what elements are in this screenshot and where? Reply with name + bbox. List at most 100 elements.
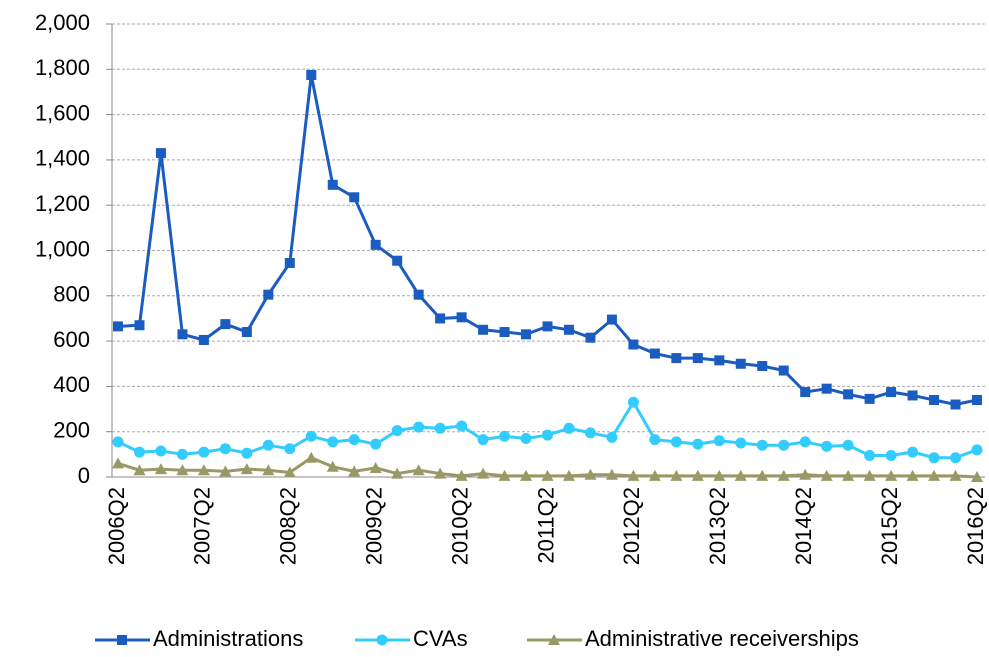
marker — [369, 461, 382, 473]
marker — [284, 443, 296, 455]
marker — [477, 434, 489, 446]
marker — [907, 446, 919, 458]
marker — [241, 327, 252, 338]
marker — [435, 313, 446, 324]
marker — [971, 471, 983, 482]
marker — [627, 396, 639, 408]
y-tick-label: 200 — [53, 418, 90, 443]
y-tick-label: 1,400 — [35, 146, 90, 171]
marker — [198, 334, 209, 345]
marker — [670, 469, 683, 481]
x-tick-label: 2013Q2 — [705, 487, 730, 565]
marker — [649, 348, 660, 359]
marker — [671, 353, 682, 364]
x-tick-label: 2009Q2 — [362, 487, 387, 565]
marker — [563, 324, 574, 335]
marker — [283, 466, 296, 478]
marker — [262, 439, 274, 451]
legend-label: Administrative receiverships — [585, 626, 859, 651]
marker — [392, 255, 403, 266]
marker — [843, 389, 854, 400]
marker — [972, 394, 982, 405]
marker — [305, 451, 318, 463]
marker — [757, 361, 768, 372]
marker — [219, 465, 232, 477]
marker — [112, 436, 124, 448]
x-tick-label: 2010Q2 — [447, 487, 472, 565]
marker — [498, 469, 511, 481]
x-tick-label: 2006Q2 — [104, 487, 129, 565]
marker — [327, 179, 338, 190]
marker — [326, 460, 339, 472]
x-tick-label: 2008Q2 — [276, 487, 301, 565]
marker — [220, 319, 231, 330]
marker — [241, 447, 253, 459]
marker — [863, 469, 876, 481]
marker — [906, 469, 919, 481]
marker — [628, 339, 639, 350]
marker — [821, 383, 832, 394]
marker — [499, 430, 511, 442]
y-tick-label: 600 — [53, 327, 90, 352]
marker — [456, 312, 467, 323]
x-tick-label: 2014Q2 — [791, 487, 816, 565]
x-tick-label: 2007Q2 — [190, 487, 215, 565]
x-tick-label: 2016Q2 — [963, 487, 988, 565]
marker — [584, 468, 597, 480]
marker — [799, 468, 812, 480]
marker — [391, 467, 404, 479]
marker — [821, 440, 833, 452]
marker — [928, 469, 941, 481]
marker — [134, 320, 145, 331]
marker — [929, 394, 940, 405]
marker — [778, 439, 790, 451]
marker — [735, 437, 747, 449]
marker — [370, 239, 381, 250]
marker — [240, 463, 253, 475]
marker — [778, 365, 789, 376]
x-tick-label: 2012Q2 — [619, 487, 644, 565]
marker — [950, 399, 961, 410]
marker — [176, 464, 189, 476]
marker — [198, 446, 210, 458]
marker — [820, 469, 833, 481]
marker — [133, 464, 146, 476]
legend-label: CVAs — [413, 626, 468, 651]
marker — [155, 148, 166, 159]
marker — [263, 289, 274, 300]
marker — [713, 469, 726, 481]
marker — [713, 435, 725, 447]
legend-label: Administrations — [153, 626, 303, 651]
marker — [563, 422, 575, 434]
marker — [585, 332, 596, 343]
series-line — [117, 74, 978, 407]
y-tick-label: 0 — [78, 463, 90, 488]
marker — [177, 329, 188, 340]
marker — [413, 421, 425, 433]
marker — [477, 467, 490, 479]
marker — [391, 425, 403, 437]
marker — [971, 444, 983, 456]
marker — [197, 464, 210, 476]
marker — [348, 465, 361, 477]
marker — [734, 469, 747, 481]
marker — [605, 468, 618, 480]
marker — [521, 329, 532, 340]
legend-marker — [376, 634, 388, 646]
x-tick-label: 2011Q2 — [533, 487, 558, 564]
marker — [842, 469, 855, 481]
marker — [455, 469, 468, 481]
y-tick-label: 1,800 — [35, 55, 90, 80]
y-tick-label: 800 — [53, 282, 90, 307]
marker — [284, 257, 295, 268]
marker — [714, 355, 725, 366]
marker — [305, 430, 317, 442]
marker — [842, 439, 854, 451]
marker — [777, 469, 790, 481]
marker — [434, 422, 446, 434]
marker — [928, 452, 940, 464]
marker — [864, 449, 876, 461]
marker — [562, 469, 575, 481]
marker — [520, 469, 533, 481]
marker — [756, 439, 768, 451]
